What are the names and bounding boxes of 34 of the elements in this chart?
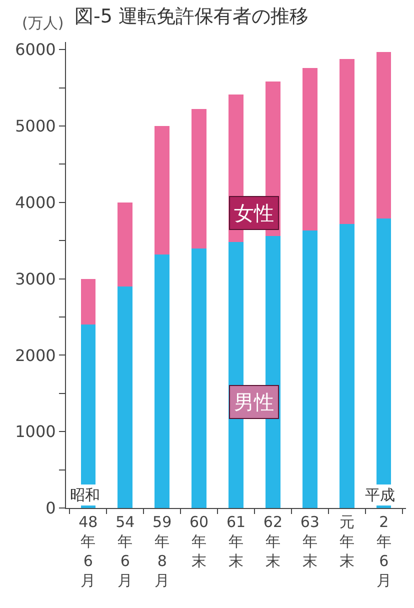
- x-tick-label: 54年6月: [116, 513, 135, 590]
- y-tick-label: 3000: [15, 269, 56, 288]
- y-tick-label: 5000: [15, 116, 56, 136]
- y-tick-label: 1000: [15, 422, 56, 442]
- bar: [192, 248, 206, 508]
- bar: [339, 224, 354, 508]
- chart-title: 図-5 運転免許保有者の推移: [74, 5, 309, 28]
- bar: [302, 230, 318, 508]
- x-tick-label: 2年6月: [376, 513, 392, 590]
- y-tick-label: 6000: [15, 40, 56, 60]
- x-tick-label: 60年末: [189, 513, 209, 570]
- series-label: 男性: [234, 390, 274, 414]
- x-tick-label: 元年末: [339, 513, 354, 570]
- x-tick-label: 63年末: [300, 513, 320, 570]
- annotation: 平成: [365, 486, 395, 504]
- bar: [118, 202, 133, 286]
- y-axis-title: (万人): [22, 14, 64, 32]
- series-label: 女性: [234, 201, 274, 225]
- y-tick-label: 2000: [15, 346, 56, 365]
- bar: [302, 68, 318, 231]
- bar: [376, 52, 392, 218]
- bar: [192, 109, 206, 248]
- y-tick-label: 0: [46, 498, 56, 518]
- bar: [154, 126, 170, 254]
- bar: [339, 58, 354, 224]
- bar: [154, 254, 170, 508]
- y-tick-label: 4000: [15, 193, 56, 212]
- annotation: 昭和: [70, 486, 100, 504]
- bar: [80, 278, 96, 325]
- x-tick-label: 62年末: [263, 513, 283, 570]
- x-tick-label: 59年8月: [152, 513, 172, 590]
- bar: [118, 286, 133, 508]
- x-tick-label: 48年6月: [78, 513, 98, 590]
- x-tick-label: 61年末: [226, 513, 246, 570]
